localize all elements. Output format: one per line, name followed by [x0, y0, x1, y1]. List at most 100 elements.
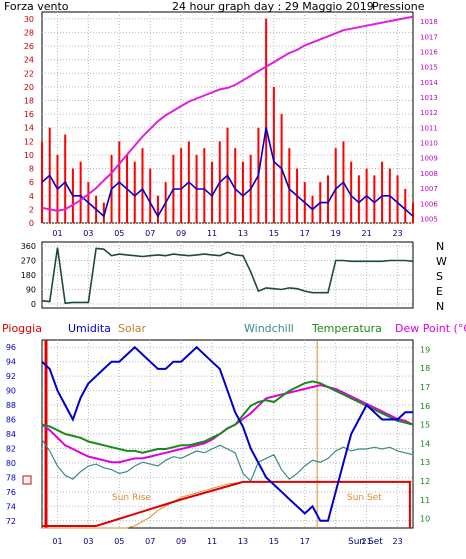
wind-x-tick-label: 01 [52, 229, 62, 238]
rain-scale-marker [22, 475, 32, 485]
temp-x-tick-label: 21 [362, 537, 372, 546]
direction-tick-label: 360 [21, 242, 36, 251]
sunset-axis-label: Sun Set [348, 537, 383, 547]
temperature-tick-label: 14 [420, 439, 430, 448]
pressure-tick-label: 1010 [420, 140, 438, 148]
wind-tick-label: 24 [24, 56, 34, 65]
wind-tick-label: 28 [24, 28, 34, 37]
humidity-tick-label: 82 [6, 444, 16, 453]
temperature-tick-label: 16 [420, 402, 430, 411]
humidity-tick-label: 94 [6, 358, 16, 367]
pressure-tick-label: 1011 [420, 124, 438, 132]
humidity-tick-label: 96 [6, 343, 16, 352]
pressure-tick-label: 1005 [420, 215, 438, 223]
direction-tick-label: 270 [21, 257, 36, 266]
compass-north-bottom: N [436, 300, 444, 313]
legend-temperature: Temperatura [311, 322, 382, 335]
wind-tick-label: 2 [29, 205, 34, 214]
wind-x-tick-label: 03 [83, 229, 93, 238]
wind-x-tick-label: 09 [176, 229, 186, 238]
humidity-tick-label: 74 [6, 502, 16, 511]
humidity-tick-label: 90 [6, 387, 16, 396]
legend-rain: Pioggia [2, 322, 42, 335]
temperature-tick-label: 11 [420, 496, 430, 505]
wind-x-tick-label: 07 [145, 229, 155, 238]
temp-x-tick-label: 01 [52, 537, 62, 546]
pressure-tick-label: 1007 [420, 185, 438, 193]
direction-tick-label: 90 [26, 286, 36, 295]
pressure-tick-label: 1015 [420, 64, 438, 72]
pressure-tick-label: 1013 [420, 94, 438, 102]
chart-title: 24 hour graph day : 29 Maggio 2019 [172, 0, 374, 13]
pressure-tick-label: 1014 [420, 79, 438, 87]
legend-humidity: Umidita [68, 322, 111, 335]
wind-tick-label: 18 [24, 96, 34, 105]
temp-x-tick-label: 15 [269, 537, 279, 546]
pressure-tick-label: 1006 [420, 200, 438, 208]
wind-x-tick-label: 19 [331, 229, 341, 238]
pressure-tick-label: 1018 [420, 18, 438, 26]
temperature-tick-label: 18 [420, 364, 430, 373]
wind-tick-label: 22 [24, 69, 34, 78]
humidity-tick-label: 76 [6, 488, 16, 497]
humidity-tick-label: 80 [6, 459, 16, 468]
temp-x-tick-label: 17 [300, 537, 310, 546]
rain-line [42, 480, 411, 528]
wind-tick-label: 4 [29, 192, 34, 201]
wind-tick-label: 10 [24, 151, 34, 160]
wind-tick-label: 16 [24, 110, 34, 119]
wind-x-tick-label: 05 [114, 229, 124, 238]
sunrise-annotation: Sun Rise [112, 493, 151, 503]
sunset-annotation: Sun Set [347, 493, 382, 503]
temperature-tick-label: 10 [420, 515, 430, 524]
wind-x-tick-label: 17 [300, 229, 310, 238]
direction-tick-label: 0 [31, 300, 36, 309]
temp-x-tick-label: 13 [238, 537, 248, 546]
humidity-tick-label: 78 [6, 473, 16, 482]
temperature-tick-label: 19 [420, 345, 430, 354]
temp-x-tick-label: 03 [83, 537, 93, 546]
humidity-tick-label: 92 [6, 372, 16, 381]
tick-layer: 0246810121416182022242628301005100610071… [6, 15, 439, 546]
pressure-tick-label: 1016 [420, 48, 438, 56]
temp-x-tick-label: 07 [145, 537, 155, 546]
humidity-line [41, 345, 413, 522]
temperature-tick-label: 15 [420, 421, 430, 430]
temp-x-tick-label: 05 [114, 537, 124, 546]
wind-tick-label: 6 [29, 178, 34, 187]
legend-dewpoint: Dew Point (°C) [395, 322, 466, 335]
pressure-tick-label: 1009 [420, 155, 438, 163]
legend-windchill: Windchill [244, 322, 294, 335]
wind-tick-label: 14 [24, 124, 34, 133]
wind-x-tick-label: 13 [238, 229, 248, 238]
wind-tick-label: 12 [24, 137, 34, 146]
grid-layer [42, 12, 413, 528]
series-layer [41, 15, 414, 529]
wind-x-tick-label: 21 [362, 229, 372, 238]
pressure-tick-label: 1012 [420, 109, 438, 117]
wind-x-tick-label: 23 [392, 229, 402, 238]
humidity-tick-label: 88 [6, 401, 16, 410]
wind-tick-label: 20 [24, 83, 34, 92]
pressure-tick-label: 1017 [420, 33, 438, 41]
pressure-axis-label: Pressione [372, 0, 425, 13]
wind-average-line [41, 127, 414, 218]
temperature-line [41, 380, 414, 454]
wind-x-tick-label: 11 [207, 229, 217, 238]
legend-solar: Solar [118, 322, 147, 335]
humidity-tick-label: 84 [6, 430, 16, 439]
temperature-tick-label: 17 [420, 383, 430, 392]
temp-x-tick-label: 11 [207, 537, 217, 546]
humidity-tick-label: 72 [6, 517, 16, 526]
compass-west: W [436, 255, 447, 268]
wind-tick-label: 0 [29, 219, 34, 228]
temp-x-tick-label: 09 [176, 537, 186, 546]
pressure-line [41, 15, 414, 212]
wind-tick-label: 30 [24, 15, 34, 24]
humidity-tick-label: 86 [6, 416, 16, 425]
wind-tick-label: 26 [24, 42, 34, 51]
windchill-line [41, 439, 414, 483]
wind-axis-label: Forza vento [4, 0, 69, 13]
